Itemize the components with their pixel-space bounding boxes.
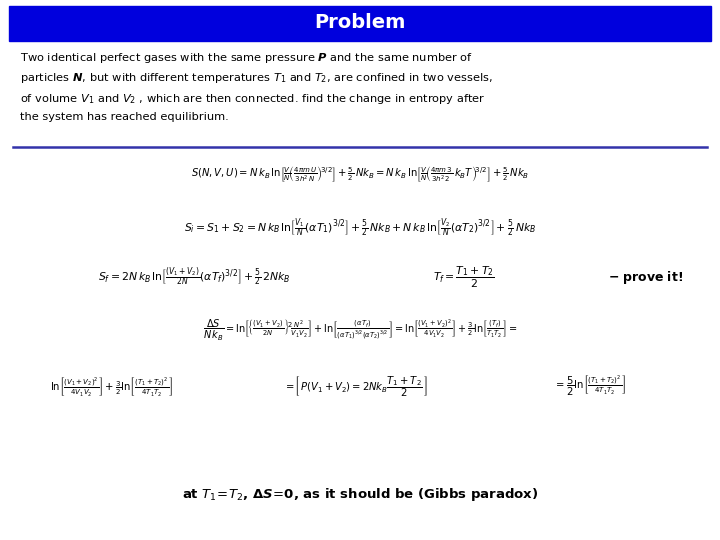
Text: the system has reached equilibrium.: the system has reached equilibrium. bbox=[20, 112, 229, 123]
Text: $=\!\left[\,P(V_1+V_2)=2Nk_B\dfrac{T_1+T_2}{2}\,\right]$: $=\!\left[\,P(V_1+V_2)=2Nk_B\dfrac{T_1+T… bbox=[284, 374, 428, 399]
Text: particles $\boldsymbol{N}$, but with different temperatures $\boldsymbol{T_1}$ a: particles $\boldsymbol{N}$, but with dif… bbox=[20, 71, 493, 85]
Text: $T_f = \dfrac{T_1+T_2}{2}$: $T_f = \dfrac{T_1+T_2}{2}$ bbox=[433, 265, 495, 289]
Text: $\mathbf{-\ prove\ it!}$: $\mathbf{-\ prove\ it!}$ bbox=[608, 268, 683, 286]
Text: Problem: Problem bbox=[315, 13, 405, 32]
FancyBboxPatch shape bbox=[9, 6, 711, 41]
Text: of volume $\boldsymbol{V_1}$ and $\boldsymbol{V_2}$ , which are then connected. : of volume $\boldsymbol{V_1}$ and $\bolds… bbox=[20, 92, 485, 106]
Text: $S_f = 2N\,k_B\,\ln\!\left[\frac{(V_1+V_2)}{2N}(\alpha T_f)^{3/2}\right]+\frac{5: $S_f = 2N\,k_B\,\ln\!\left[\frac{(V_1+V_… bbox=[98, 266, 291, 288]
Text: $S(N,V,U) = N\,k_B\,\ln\!\left[\frac{V}{N}\!\left(\frac{4\pi m\, U}{3h^2\, N}\ri: $S(N,V,U) = N\,k_B\,\ln\!\left[\frac{V}{… bbox=[191, 164, 529, 184]
Text: at $\boldsymbol{T_1}\!=\!\boldsymbol{T_2}$, $\boldsymbol{\Delta S}\!=\!\mathbf{0: at $\boldsymbol{T_1}\!=\!\boldsymbol{T_2… bbox=[182, 485, 538, 503]
Text: $S_i = S_1 + S_2 = N\,k_B\,\ln\!\left[\frac{V_1}{N}(\alpha T_1)^{3/2}\right]+\fr: $S_i = S_1 + S_2 = N\,k_B\,\ln\!\left[\f… bbox=[184, 217, 536, 239]
Text: Two identical perfect gases with the same pressure $\boldsymbol{P}$ and the same: Two identical perfect gases with the sam… bbox=[20, 51, 473, 65]
Text: $\ln\!\left[\frac{(V_1+V_2)^2}{4V_1 V_2}\right]+\frac{3}{2}\ln\!\left[\frac{(T_1: $\ln\!\left[\frac{(V_1+V_2)^2}{4V_1 V_2}… bbox=[50, 375, 173, 397]
Text: $\dfrac{\Delta S}{N\,k_B} = \ln\!\left[\!\left\{\frac{(V_1+V_2)}{2N}\right\}^{\!: $\dfrac{\Delta S}{N\,k_B} = \ln\!\left[\… bbox=[203, 318, 517, 343]
Text: $=\dfrac{5}{2}\ln\!\left[\frac{(T_1+T_2)^2}{4T_1 T_2}\right]$: $=\dfrac{5}{2}\ln\!\left[\frac{(T_1+T_2)… bbox=[554, 374, 626, 398]
